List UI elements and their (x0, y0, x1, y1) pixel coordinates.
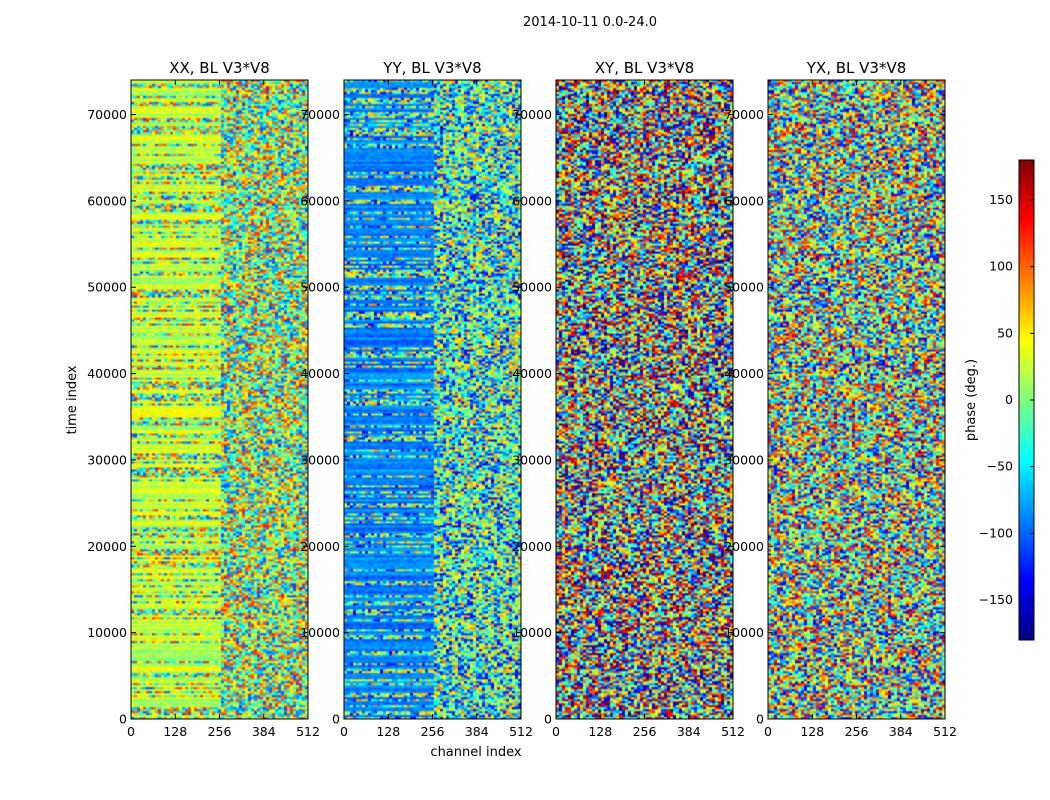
y-tick-label: 0 (756, 712, 764, 727)
colorbar-tick-label: −150 (979, 592, 1013, 607)
x-tick-label: 512 (296, 724, 320, 739)
colorbar-tick-label: 100 (989, 259, 1013, 274)
y-tick-label: 60000 (300, 193, 340, 208)
x-tick-label: 0 (340, 724, 348, 739)
x-tick-label: 256 (421, 724, 445, 739)
colorbar-tick-label: −50 (987, 459, 1013, 474)
y-tick-label: 0 (119, 712, 127, 727)
panel-1: XX, BL V3*V8 0 128 256 384 512 0 10000 20000 3000… (87, 59, 320, 739)
colorbar-tick-label: 50 (997, 325, 1013, 340)
x-tick-label: 0 (552, 724, 560, 739)
figure-suptitle: 2014-10-11 0.0-24.0 (523, 15, 657, 30)
y-tick-label: 20000 (87, 539, 127, 554)
y-tick-label: 60000 (87, 193, 127, 208)
y-tick-label: 30000 (512, 452, 552, 467)
x-tick-label: 512 (933, 724, 957, 739)
y-tick-label: 70000 (512, 107, 552, 122)
x-tick-label: 0 (127, 724, 135, 739)
y-tick-label: 30000 (87, 452, 127, 467)
x-tick-label: 384 (252, 724, 276, 739)
y-tick-label: 20000 (300, 539, 340, 554)
x-tick-label: 384 (889, 724, 913, 739)
y-tick-label: 40000 (87, 366, 127, 381)
y-tick-label: 50000 (724, 280, 764, 295)
panel-title: YX, BL V3*V8 (806, 59, 907, 77)
y-tick-label: 0 (544, 712, 552, 727)
x-tick-label: 256 (633, 724, 657, 739)
panel-2: YY, BL V3*V8 0 128 256 384 512 0 10000 20000 3000… (300, 59, 533, 739)
colorbar-ticks: 150 100 50 0 −50 −100 −150 (979, 192, 1034, 607)
x-tick-label: 256 (845, 724, 869, 739)
heatmap-image (556, 80, 733, 719)
y-tick-label: 0 (332, 712, 340, 727)
panel-title: XX, BL V3*V8 (169, 59, 270, 77)
x-tick-label: 384 (677, 724, 701, 739)
x-tick-label: 128 (588, 724, 612, 739)
y-tick-label: 30000 (724, 452, 764, 467)
x-tick-label: 512 (509, 724, 533, 739)
heatmap-image (768, 80, 945, 719)
y-tick-label: 50000 (87, 280, 127, 295)
heatmap-image (344, 80, 521, 719)
y-tick-label: 20000 (724, 539, 764, 554)
y-tick-label: 50000 (300, 280, 340, 295)
y-tick-label: 10000 (300, 625, 340, 640)
panel-title: YY, BL V3*V8 (382, 59, 481, 77)
y-tick-label: 40000 (512, 366, 552, 381)
y-tick-label: 40000 (300, 366, 340, 381)
y-axis-label: time index (65, 365, 80, 434)
x-tick-label: 0 (764, 724, 772, 739)
y-tick-label: 60000 (724, 193, 764, 208)
x-tick-label: 512 (721, 724, 745, 739)
y-tick-label: 70000 (724, 107, 764, 122)
heatmap-image (131, 80, 308, 719)
panel-3: XY, BL V3*V8 0 128 256 384 512 0 10000 20000 3000… (512, 59, 745, 739)
y-tick-label: 70000 (87, 107, 127, 122)
x-tick-label: 128 (376, 724, 400, 739)
x-tick-label: 384 (465, 724, 489, 739)
panel-4: YX, BL V3*V8 0 128 256 384 512 0 10000 20000 3000… (724, 59, 957, 739)
y-tick-label: 10000 (87, 625, 127, 640)
colorbar-label: phase (deg.) (964, 359, 979, 441)
y-tick-label: 50000 (512, 280, 552, 295)
y-tick-label: 30000 (300, 452, 340, 467)
y-tick-label: 10000 (724, 625, 764, 640)
colorbar-tick-label: −100 (979, 525, 1013, 540)
x-tick-label: 256 (208, 724, 232, 739)
y-tick-label: 70000 (300, 107, 340, 122)
x-tick-label: 128 (800, 724, 824, 739)
y-tick-label: 20000 (512, 539, 552, 554)
colorbar-tick-label: 0 (1005, 392, 1013, 407)
panel-title: XY, BL V3*V8 (595, 59, 695, 77)
y-tick-label: 40000 (724, 366, 764, 381)
colorbar: 150 100 50 0 −50 −100 −150 phase (deg.) (964, 159, 1035, 641)
heatmap-panels: XX, BL V3*V8 0 128 256 384 512 0 10000 20000 3000… (87, 59, 957, 739)
y-tick-label: 10000 (512, 625, 552, 640)
colorbar-tick-label: 150 (989, 192, 1013, 207)
x-tick-label: 128 (163, 724, 187, 739)
y-tick-label: 60000 (512, 193, 552, 208)
x-axis-label: channel index (430, 745, 521, 760)
